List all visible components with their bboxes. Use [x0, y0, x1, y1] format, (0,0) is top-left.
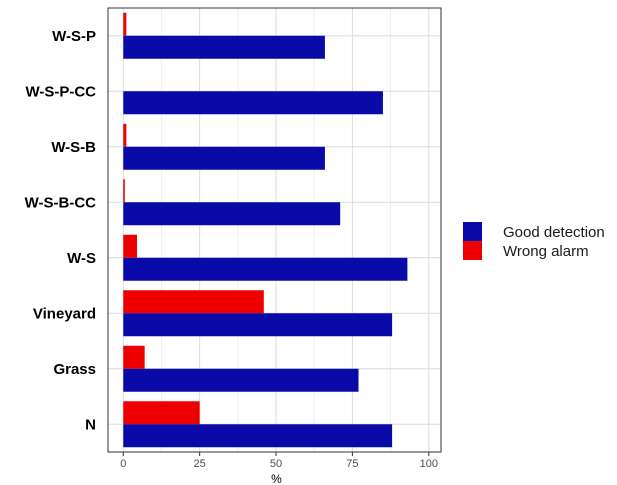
category-label: W-S-B: [51, 139, 96, 156]
category-label: N: [85, 416, 96, 433]
category-label: W-S-P-CC: [25, 83, 96, 100]
bar-good-detection: [123, 35, 325, 59]
bar-good-detection: [123, 424, 393, 448]
category-labels: W-S-P W-S-P-CC W-S-B W-S-B-CC W-S Vineyard Gra…: [25, 28, 97, 434]
bar-wrong-alarm: [123, 401, 200, 425]
x-axis-ticks: 0 25 50 75 100: [120, 452, 438, 470]
x-tick-label: 100: [420, 458, 438, 470]
bar-good-detection: [123, 368, 359, 392]
bar-wrong-alarm: [123, 123, 127, 147]
bar-wrong-alarm: [123, 12, 127, 36]
bars: [123, 12, 408, 448]
category-label: W-S-P: [52, 28, 96, 45]
category-label: W-S: [67, 250, 96, 267]
bar-wrong-alarm: [123, 234, 138, 258]
x-tick-label: 75: [346, 458, 358, 470]
legend-label: Good detection: [503, 224, 605, 241]
bar-wrong-alarm: [123, 179, 125, 203]
bar-good-detection: [123, 91, 383, 115]
bar-wrong-alarm: [123, 290, 264, 314]
bar-wrong-alarm: [123, 345, 145, 369]
bar-good-detection: [123, 257, 408, 281]
legend: Good detection Wrong alarm: [463, 222, 605, 260]
x-tick-label: 25: [194, 458, 206, 470]
category-label: W-S-B-CC: [25, 194, 97, 211]
legend-key: [463, 241, 482, 260]
plot-panel-border: [107, 7, 442, 453]
x-tick-label: 0: [120, 458, 126, 470]
bar-good-detection: [123, 146, 325, 170]
x-tick-label: 50: [270, 458, 282, 470]
category-label: Grass: [53, 361, 96, 378]
x-axis-title: %: [271, 472, 282, 485]
bar-good-detection: [123, 202, 341, 226]
bar-good-detection: [123, 313, 393, 337]
legend-label: Wrong alarm: [503, 243, 589, 260]
category-label: Vineyard: [33, 305, 96, 322]
legend-key: [463, 222, 482, 241]
